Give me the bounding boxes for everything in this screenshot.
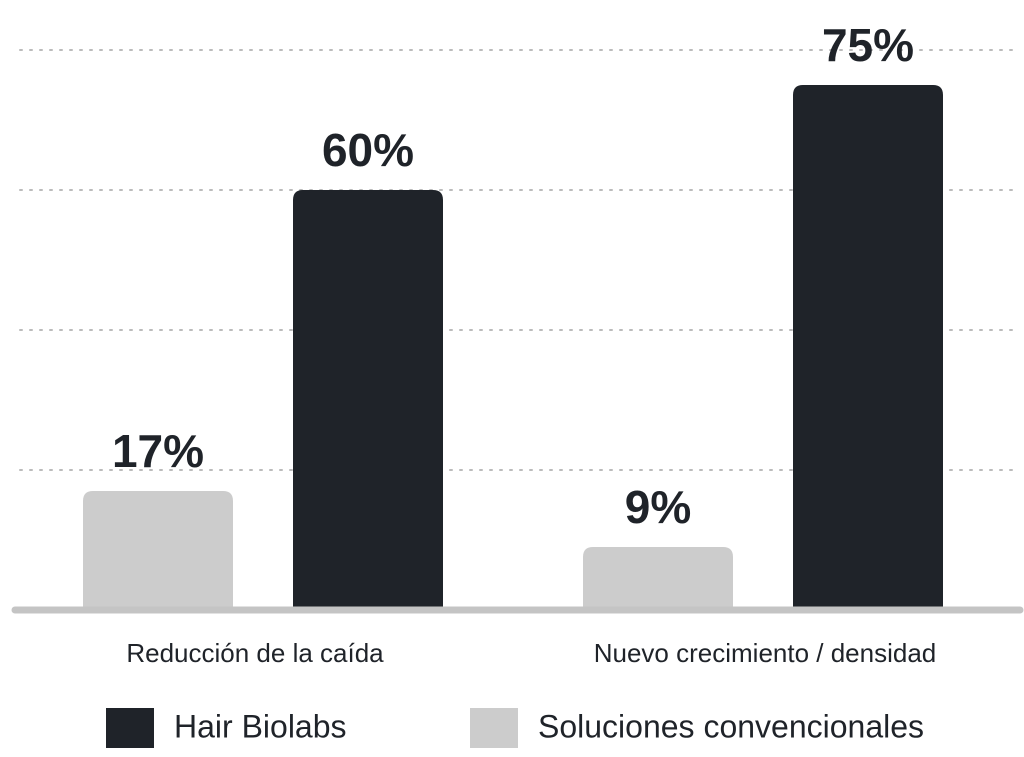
value-label: 60% [322,124,414,176]
value-label: 17% [112,425,204,477]
value-label: 9% [625,481,691,533]
bar [293,190,443,610]
bar [583,547,733,610]
x-tick-label: Nuevo crecimiento / densidad [594,638,937,668]
bar [793,85,943,610]
legend-swatch [106,708,154,748]
legend-label: Soluciones convencionales [538,708,924,744]
bar [83,491,233,610]
legend-label: Hair Biolabs [174,708,347,744]
value-label: 75% [822,19,914,71]
x-tick-label: Reducción de la caída [126,638,384,668]
legend-swatch [470,708,518,748]
